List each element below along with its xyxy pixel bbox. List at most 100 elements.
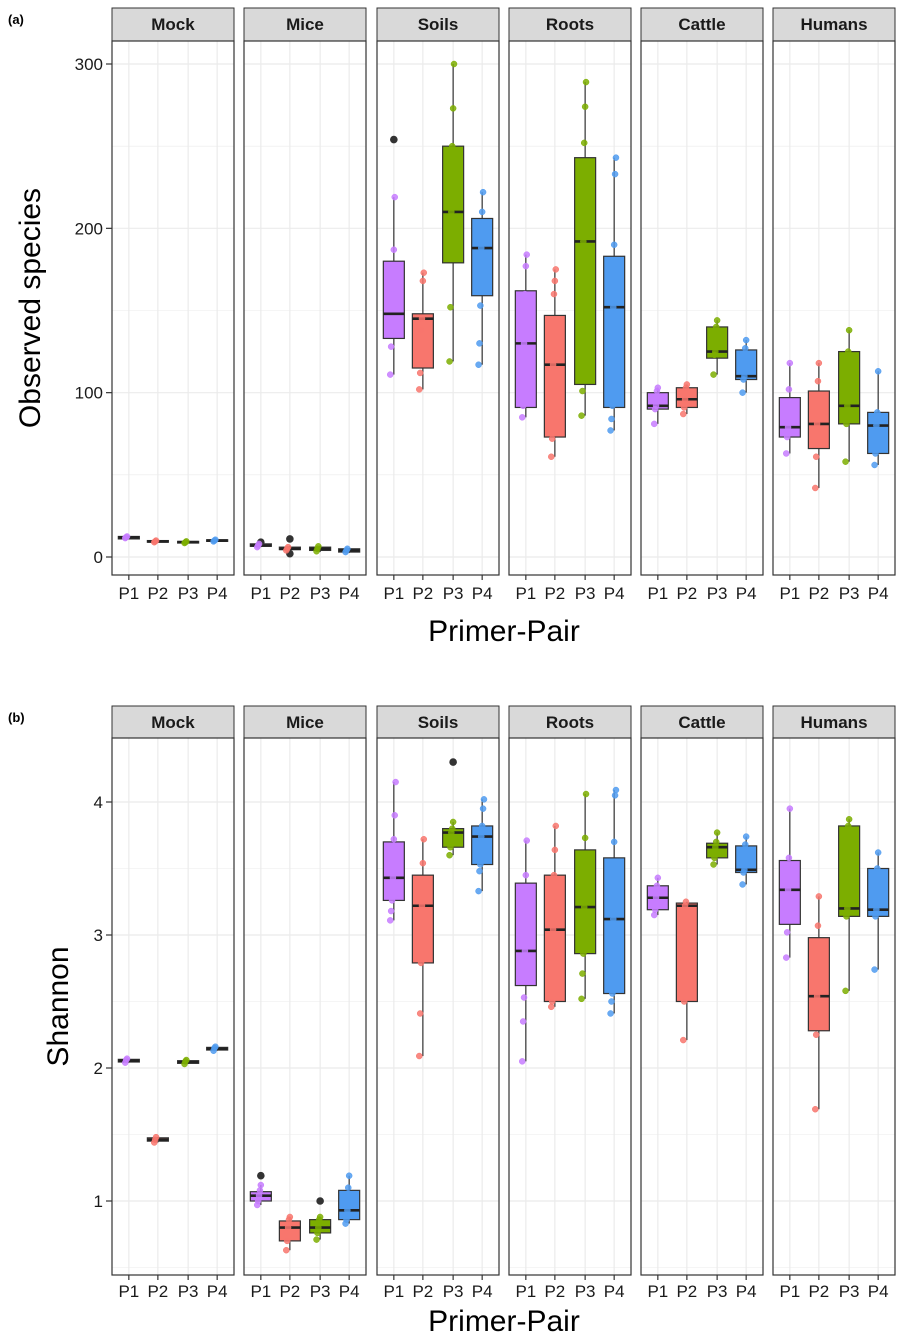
data-point: [255, 540, 263, 548]
x-tick-label: P2: [808, 1282, 829, 1301]
facet-strip: [111, 7, 235, 42]
x-tick-label: P3: [707, 1282, 728, 1301]
data-point: [391, 193, 398, 201]
box-p1: [646, 874, 669, 919]
data-point: [680, 998, 688, 1005]
box-p4: [867, 368, 890, 469]
data-point: [417, 959, 425, 967]
data-point: [742, 336, 750, 344]
box-p3: [309, 1197, 332, 1243]
plot-background: [244, 41, 366, 575]
data-point: [845, 816, 853, 823]
x-tick-label: P4: [207, 584, 228, 603]
box-iqr: [807, 937, 830, 1032]
facet-panel-mice: Mice P1 P2 P3 P4: [243, 7, 367, 603]
data-point: [523, 837, 530, 844]
box-p3: [838, 326, 861, 465]
box-p4: [206, 1043, 229, 1054]
x-tick-label: P1: [515, 1282, 536, 1301]
y-tick-label: 300: [75, 55, 103, 74]
data-point: [710, 371, 717, 378]
box-p2: [807, 359, 830, 492]
data-point: [873, 906, 880, 913]
data-point: [283, 1237, 291, 1245]
facet-strip-label: Soils: [418, 713, 459, 732]
data-point: [183, 1056, 190, 1064]
box-p2: [675, 381, 698, 418]
data-point: [711, 854, 718, 862]
data-point: [479, 188, 487, 196]
data-point: [872, 913, 879, 920]
data-point: [610, 915, 617, 923]
data-point: [712, 323, 720, 331]
plot-background: [377, 738, 499, 1275]
data-point: [315, 1224, 322, 1231]
data-point: [784, 886, 792, 894]
facet-strip-label: Soils: [418, 15, 459, 34]
box-iqr: [382, 260, 405, 340]
data-point: [844, 348, 852, 355]
x-tick-label: P4: [604, 584, 625, 603]
data-point: [712, 843, 719, 851]
data-point: [446, 358, 453, 365]
data-point: [344, 545, 351, 553]
box-p3: [177, 538, 200, 547]
plot-background: [641, 738, 763, 1275]
data-point: [387, 343, 395, 350]
data-point: [813, 420, 821, 428]
x-tick-label: P2: [544, 1282, 565, 1301]
data-point: [612, 786, 620, 794]
data-point: [212, 1043, 219, 1050]
x-tick-label: P1: [647, 584, 668, 603]
data-point: [650, 420, 658, 428]
box-p4: [471, 188, 494, 368]
box-iqr: [603, 255, 626, 409]
box-iqr: [603, 857, 626, 995]
data-point: [578, 995, 585, 1003]
x-tick-label: P4: [472, 584, 493, 603]
x-axis-title: Primer-Pair: [428, 1305, 580, 1334]
box-iqr: [838, 350, 861, 425]
x-tick-label: P4: [868, 1282, 889, 1301]
data-point: [389, 874, 397, 882]
data-point: [607, 1010, 614, 1017]
box-iqr: [543, 314, 566, 438]
plot-background: [112, 41, 234, 575]
box-iqr: [867, 411, 890, 455]
data-point: [212, 536, 219, 543]
facet-strip: [508, 7, 632, 42]
data-point: [712, 838, 720, 846]
data-point: [812, 1105, 819, 1113]
data-point: [548, 998, 556, 1005]
x-tick-label: P2: [412, 1282, 433, 1301]
data-point: [783, 433, 791, 441]
data-point: [680, 404, 688, 411]
data-point: [872, 450, 879, 457]
data-point: [845, 326, 853, 334]
data-point: [812, 453, 820, 461]
x-tick-label: P2: [147, 1282, 168, 1301]
panel-letter: (a): [8, 12, 24, 27]
facet-strip-label: Mock: [151, 15, 195, 34]
data-point: [550, 290, 558, 298]
box-p2: [543, 266, 566, 461]
x-tick-label: P3: [310, 584, 331, 603]
data-point: [609, 990, 616, 997]
x-tick-label: P4: [736, 1282, 757, 1301]
data-point: [782, 954, 790, 961]
plot-background: [773, 41, 895, 575]
box-p3: [706, 317, 729, 378]
data-point: [522, 262, 530, 270]
data-point: [610, 838, 618, 846]
x-tick-label: P3: [443, 1282, 464, 1301]
data-point: [522, 871, 530, 879]
data-point: [874, 849, 882, 856]
box-p1: [117, 533, 140, 542]
data-point: [579, 387, 586, 395]
data-point: [345, 1184, 352, 1191]
data-point: [611, 170, 619, 178]
x-tick-label: P1: [118, 584, 139, 603]
x-tick-label: P3: [839, 1282, 860, 1301]
data-point: [390, 246, 398, 253]
data-point: [480, 796, 488, 803]
